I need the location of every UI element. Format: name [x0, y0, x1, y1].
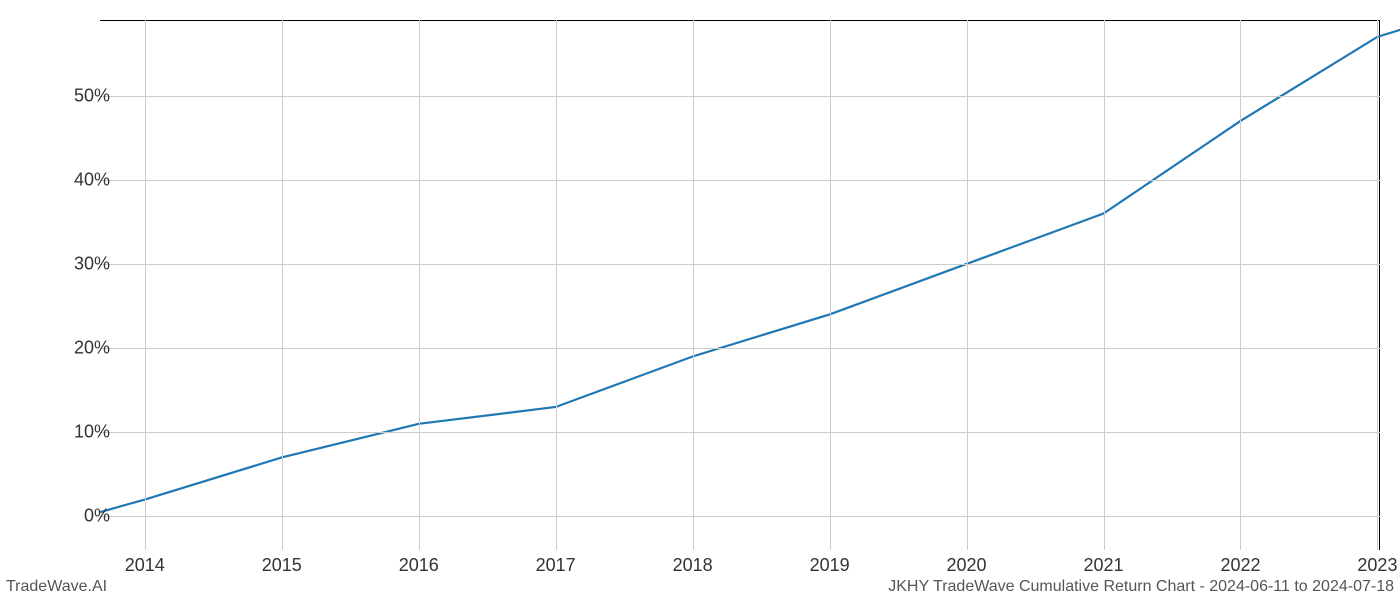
grid-line-horizontal	[100, 348, 1380, 349]
x-tick-label: 2015	[262, 555, 302, 576]
y-tick-label: 10%	[74, 422, 110, 443]
grid-line-vertical	[967, 20, 968, 550]
grid-line-vertical	[693, 20, 694, 550]
grid-line-vertical	[145, 20, 146, 550]
y-tick-label: 50%	[74, 85, 110, 106]
x-tick-label: 2014	[125, 555, 165, 576]
grid-line-vertical	[282, 20, 283, 550]
grid-line-vertical	[1377, 20, 1378, 550]
return-line	[100, 24, 1400, 512]
x-tick-label: 2022	[1220, 555, 1260, 576]
grid-line-vertical	[556, 20, 557, 550]
grid-line-vertical	[1240, 20, 1241, 550]
x-tick-label: 2023	[1357, 555, 1397, 576]
grid-line-vertical	[830, 20, 831, 550]
grid-line-horizontal	[100, 264, 1380, 265]
x-tick-label: 2018	[673, 555, 713, 576]
grid-line-horizontal	[100, 432, 1380, 433]
footer-left-label: TradeWave.AI	[6, 578, 107, 596]
chart-plot-area: 2014201520162017201820192020202120222023	[100, 20, 1380, 550]
x-tick-label: 2019	[810, 555, 850, 576]
x-tick-label: 2016	[399, 555, 439, 576]
y-tick-label: 20%	[74, 338, 110, 359]
grid-line-vertical	[419, 20, 420, 550]
y-tick-label: 0%	[84, 506, 110, 527]
y-tick-label: 40%	[74, 169, 110, 190]
grid-line-horizontal	[100, 96, 1380, 97]
footer-right-label: JKHY TradeWave Cumulative Return Chart -…	[888, 578, 1394, 596]
grid-line-vertical	[1104, 20, 1105, 550]
y-tick-label: 30%	[74, 253, 110, 274]
grid-line-horizontal	[100, 516, 1380, 517]
x-tick-label: 2017	[536, 555, 576, 576]
line-svg	[100, 20, 1380, 550]
x-tick-label: 2021	[1083, 555, 1123, 576]
grid-line-horizontal	[100, 180, 1380, 181]
x-tick-label: 2020	[947, 555, 987, 576]
